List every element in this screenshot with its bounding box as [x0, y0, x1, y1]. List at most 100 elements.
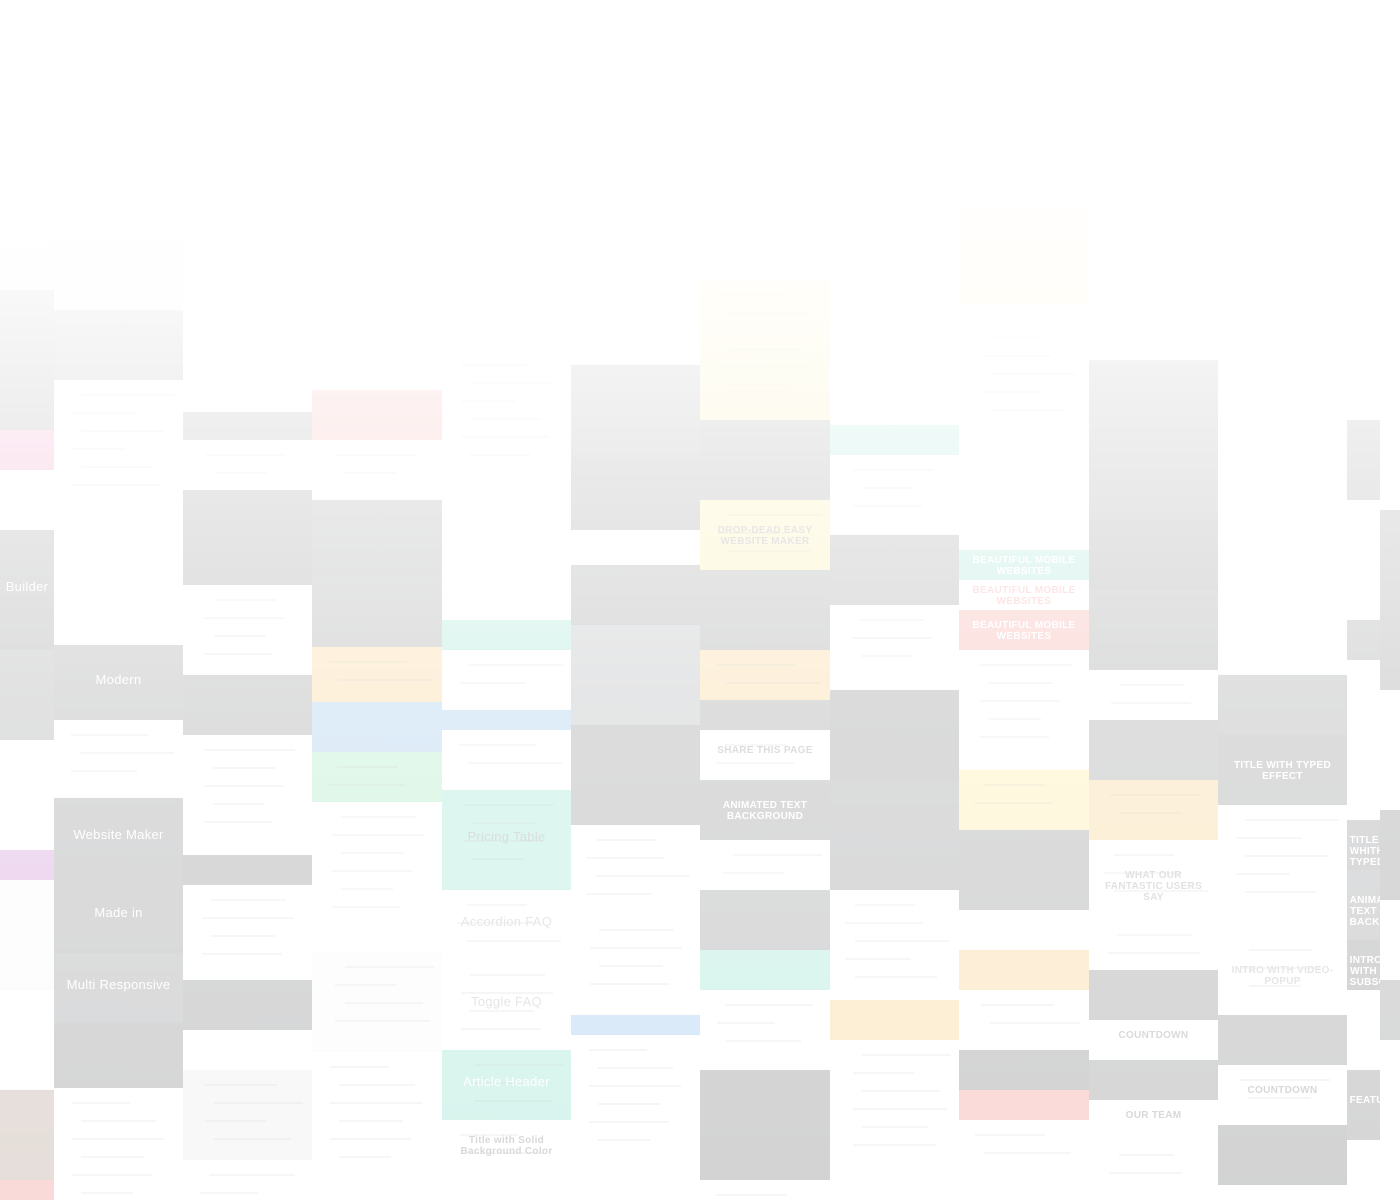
template-thumbnail	[312, 952, 442, 1052]
template-thumbnail	[183, 855, 312, 885]
placeholder-text-line	[1117, 934, 1193, 936]
placeholder-text-line	[330, 1138, 411, 1140]
template-column	[183, 0, 312, 1200]
template-thumbnail	[183, 980, 312, 1030]
placeholder-text-line	[207, 32, 276, 34]
placeholder-text-line	[1236, 873, 1291, 875]
placeholder-text-line	[987, 237, 1071, 239]
placeholder-text-line	[204, 617, 285, 619]
placeholder-text-line	[595, 119, 686, 121]
placeholder-text-line	[715, 76, 790, 78]
placeholder-text-line	[854, 904, 916, 906]
template-title-label: COUNTDOWN	[1247, 1085, 1318, 1096]
placeholder-text-line	[983, 1152, 1071, 1154]
placeholder-text-line	[979, 700, 1061, 702]
template-thumbnail	[1089, 1140, 1218, 1200]
placeholder-text-line	[854, 940, 949, 942]
template-thumbnail	[700, 840, 830, 890]
placeholder-text-line	[327, 784, 406, 786]
placeholder-text-line	[862, 1090, 940, 1092]
placeholder-text-line	[72, 1138, 164, 1140]
placeholder-text-line	[335, 984, 397, 986]
template-thumbnail	[830, 1040, 959, 1200]
template-thumbnail	[1218, 0, 1347, 675]
placeholder-text-line	[724, 94, 816, 96]
template-thumbnail	[183, 1070, 312, 1160]
placeholder-text-line	[1245, 891, 1317, 893]
template-thumbnail	[442, 650, 571, 710]
template-title-label: Article Header	[463, 1074, 550, 1089]
template-title-label: INTRO WITH SUBSCRIBE FORM	[1349, 955, 1380, 989]
placeholder-text-line	[72, 1174, 153, 1176]
template-thumbnail	[0, 990, 54, 1090]
placeholder-text-line	[69, 30, 155, 32]
template-thumbnail: Modern	[54, 645, 183, 720]
template-thumbnail: ANIMATED TEXT BACKGROUND	[1347, 870, 1380, 940]
placeholder-text-line	[72, 1102, 131, 1104]
placeholder-text-line	[598, 1139, 650, 1141]
placeholder-text-line	[598, 1067, 673, 1069]
template-column	[830, 0, 959, 1200]
placeholder-text-line	[81, 394, 176, 396]
template-thumbnail	[571, 915, 700, 1015]
template-thumbnail: WHAT OUR FANTASTIC USERS SAY	[1089, 840, 1218, 920]
placeholder-text-line	[1108, 952, 1200, 954]
placeholder-text-line	[719, 330, 775, 332]
template-title-label: TITLE WITH TYPED EFFECT	[1233, 760, 1332, 782]
placeholder-text-line	[991, 409, 1066, 411]
placeholder-text-line	[462, 804, 555, 806]
placeholder-text-line	[335, 454, 416, 456]
template-thumbnail: Toggle FAQ	[442, 960, 571, 1050]
placeholder-text-line	[978, 255, 1034, 257]
placeholder-text-line	[854, 73, 912, 75]
template-thumbnail	[571, 1035, 700, 1200]
template-thumbnail	[1380, 690, 1400, 810]
template-title-label: ANIMATED TEXT BACKGROUND	[1349, 895, 1380, 928]
placeholder-text-line	[854, 37, 923, 39]
placeholder-text-line	[466, 904, 528, 906]
template-thumbnail: BEAUTIFUL MOBILE WEBSITES	[959, 610, 1089, 650]
placeholder-text-line	[340, 816, 416, 818]
placeholder-text-line	[845, 922, 923, 924]
template-thumbnail	[183, 0, 312, 412]
placeholder-text-line	[982, 391, 1040, 393]
template-thumbnail: ANIMATED TEXT BACKGROUND	[700, 780, 830, 840]
placeholder-text-line	[860, 655, 913, 657]
placeholder-text-line	[845, 55, 931, 57]
placeholder-text-line	[974, 61, 1049, 63]
template-thumbnail	[700, 1180, 830, 1200]
placeholder-text-line	[340, 852, 405, 854]
placeholder-text-line	[213, 1102, 303, 1104]
template-thumbnail	[959, 910, 1089, 950]
template-thumbnail	[830, 455, 959, 535]
template-column	[1380, 0, 1400, 1200]
placeholder-text-line	[727, 550, 811, 552]
template-thumbnail	[312, 10, 442, 390]
placeholder-text-line	[199, 1192, 258, 1194]
template-title-label: BEAUTIFUL MOBILE WEBSITES	[972, 620, 1076, 642]
template-thumbnail	[571, 530, 700, 565]
placeholder-text-line	[590, 947, 682, 949]
template-column: TITLE WITH TYPED EFFECT INTRO WITH VIDEO-…	[1218, 0, 1347, 1200]
template-thumbnail	[312, 440, 442, 500]
placeholder-text-line	[206, 454, 287, 456]
template-thumbnail: COUNTDOWN	[1218, 1065, 1347, 1125]
placeholder-text-line	[982, 319, 1063, 321]
placeholder-text-line	[1104, 14, 1157, 16]
template-thumbnail	[442, 620, 571, 650]
template-thumbnail	[1218, 675, 1347, 735]
template-thumbnail	[830, 1000, 959, 1040]
placeholder-text-line	[724, 22, 794, 24]
placeholder-text-line	[203, 821, 272, 823]
placeholder-text-line	[81, 1120, 156, 1122]
template-thumbnail: INTRO WITH SUBSCRIBE FORM	[1347, 940, 1380, 990]
template-thumbnail: TITLE WHITH TYPED EFFECT	[1347, 820, 1380, 870]
placeholder-text-line	[845, 958, 912, 960]
template-thumbnail	[0, 430, 54, 470]
template-thumbnail	[183, 585, 312, 675]
placeholder-text-line	[474, 1064, 564, 1066]
template-thumbnail	[959, 1050, 1089, 1090]
template-column	[571, 0, 700, 1200]
placeholder-text-line	[336, 766, 398, 768]
template-thumbnail	[959, 990, 1089, 1050]
